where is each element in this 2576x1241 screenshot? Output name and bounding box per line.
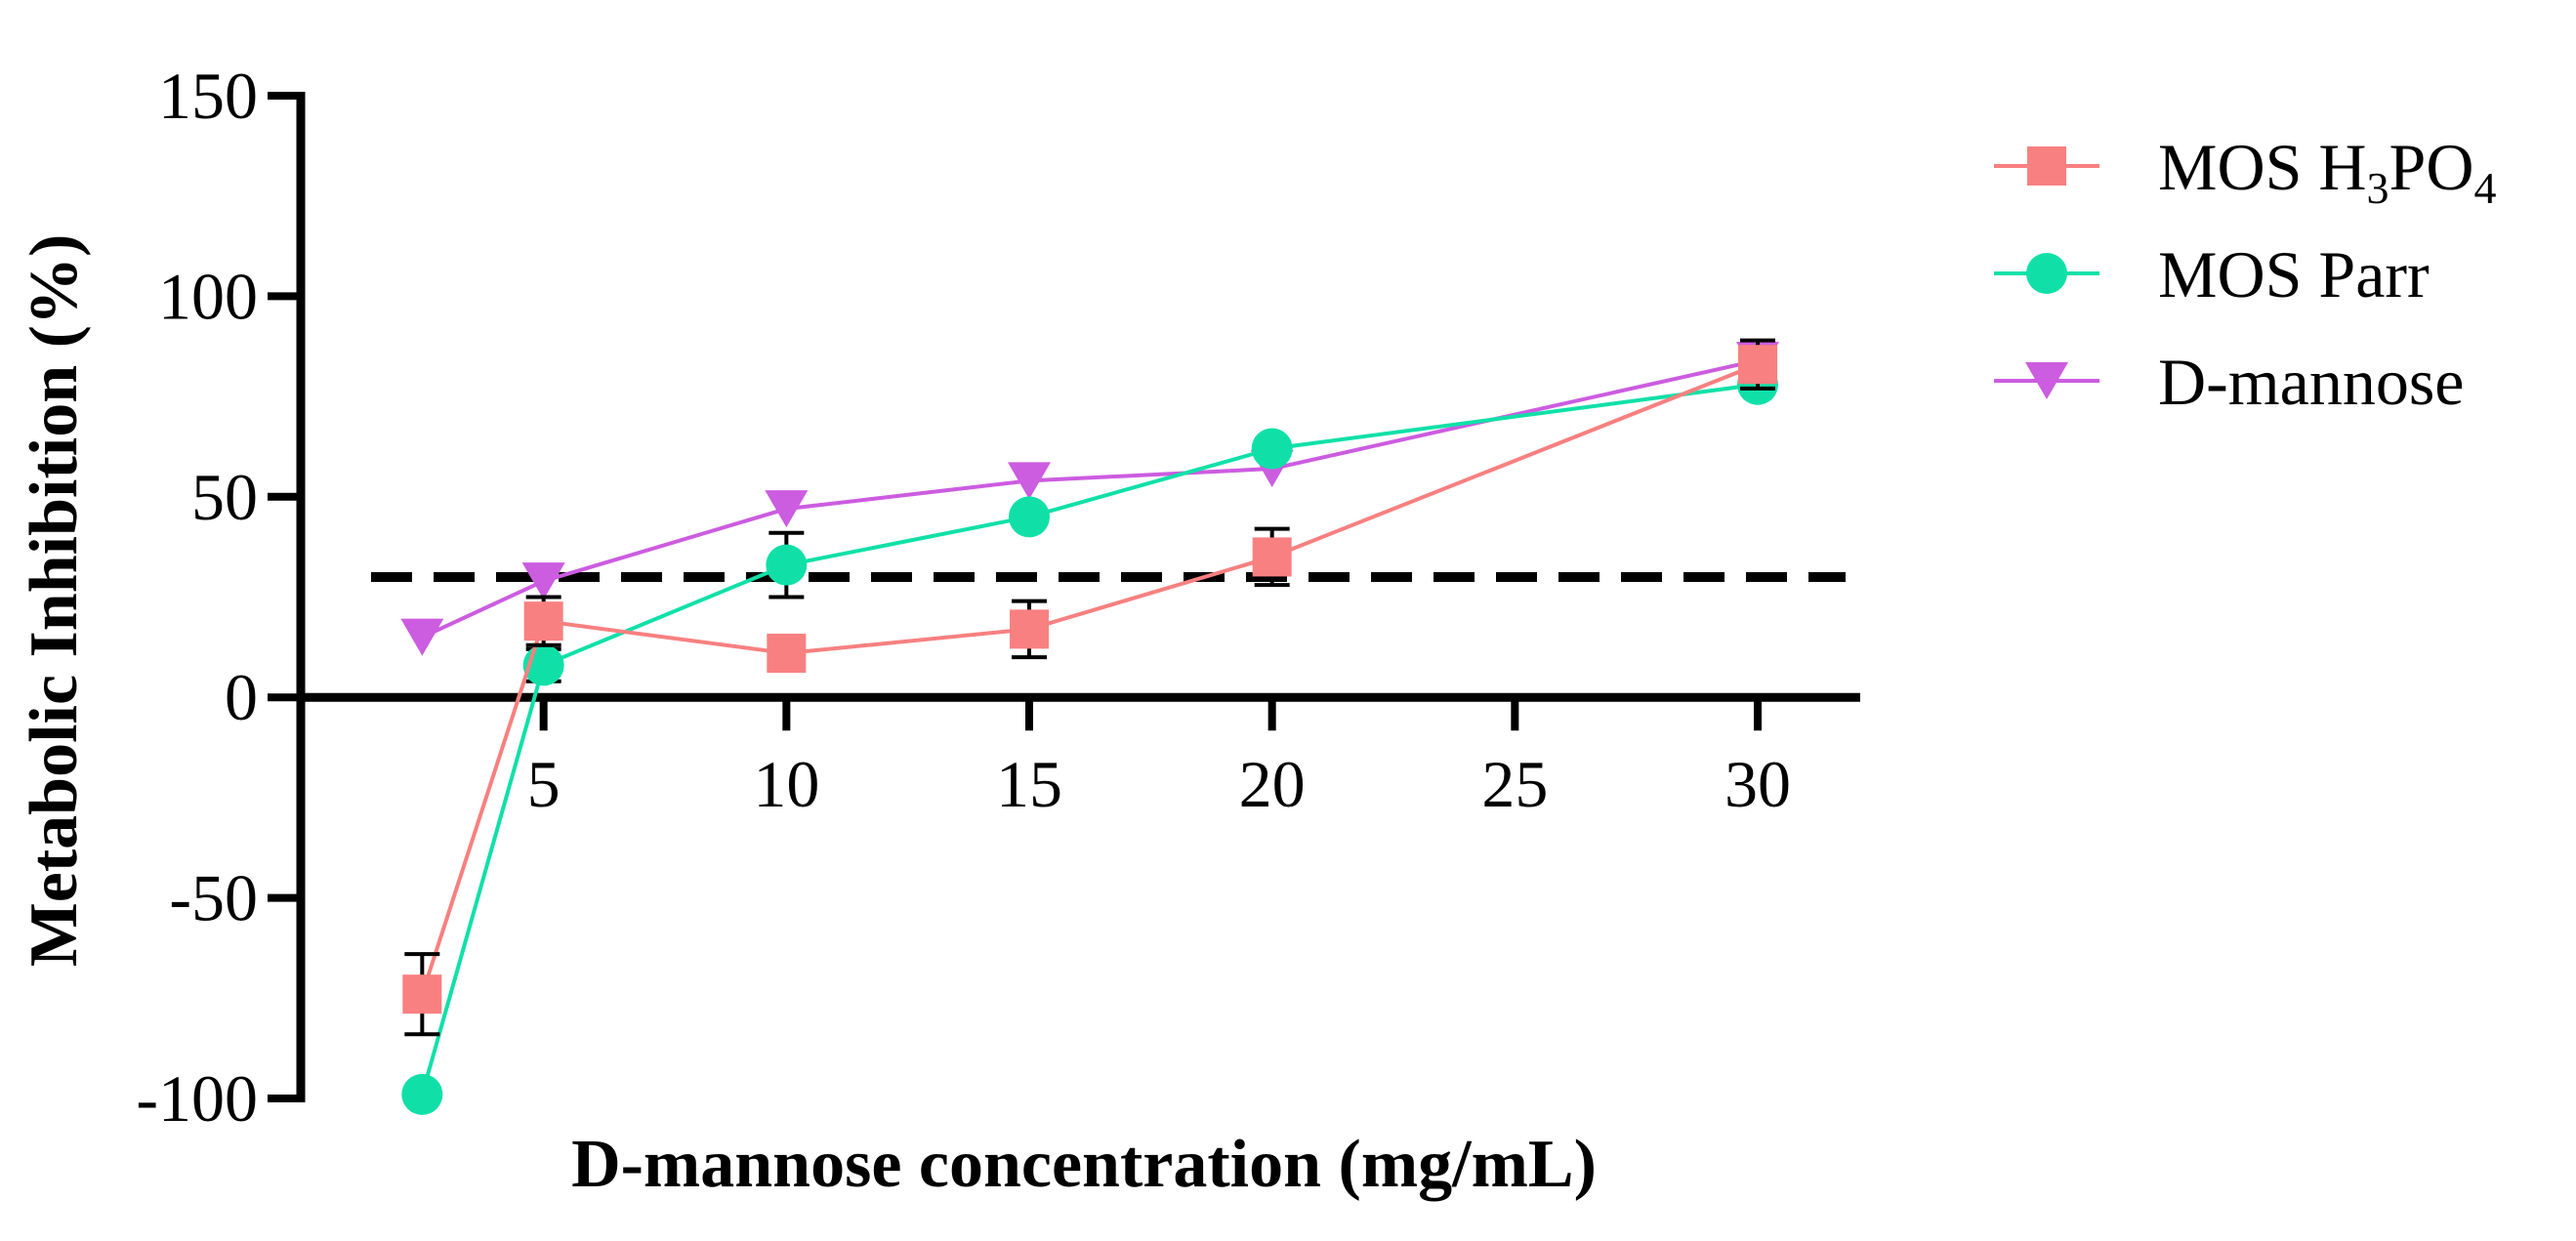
data-point bbox=[1009, 496, 1050, 538]
series-line bbox=[420, 362, 1759, 995]
x-axis-title: D-mannose concentration (mg/mL) bbox=[571, 1127, 1597, 1202]
legend-label: D-mannose bbox=[2158, 345, 2464, 419]
legend-subscript: 3 bbox=[2367, 163, 2389, 213]
x-tick-label: 30 bbox=[1724, 747, 1791, 821]
legend-entry: MOS H3PO4 bbox=[1994, 130, 2496, 213]
data-point bbox=[1252, 537, 1292, 577]
legend-label: MOS H3PO4 bbox=[2158, 130, 2496, 213]
legend-label-mid: PO bbox=[2389, 130, 2474, 204]
series-layer bbox=[400, 338, 1779, 1115]
data-point bbox=[400, 618, 444, 656]
data-point bbox=[1738, 345, 1777, 385]
legend-marker bbox=[2025, 362, 2068, 399]
y-tick-label: 150 bbox=[158, 59, 258, 133]
y-tick-label: 0 bbox=[225, 660, 258, 734]
legend-marker bbox=[2027, 146, 2066, 186]
data-point bbox=[1008, 462, 1051, 500]
data-point bbox=[521, 562, 565, 600]
data-point bbox=[523, 601, 563, 641]
data-point bbox=[1251, 428, 1293, 470]
x-tick-label: 10 bbox=[753, 747, 819, 821]
legend-entry: MOS Parr bbox=[1994, 237, 2430, 311]
legend-marker bbox=[2026, 253, 2067, 294]
data-point bbox=[1010, 609, 1049, 649]
y-tick-label: 50 bbox=[191, 460, 258, 534]
y-tick-label: 100 bbox=[158, 259, 258, 333]
series-line bbox=[420, 382, 1759, 1096]
legend: MOS H3PO4 MOS Parr D-mannose bbox=[1994, 130, 2496, 419]
data-point bbox=[401, 1073, 443, 1115]
y-tick-label: -50 bbox=[169, 861, 258, 935]
data-point bbox=[765, 490, 809, 528]
y-axis-title: Metabolic Inhibition (%) bbox=[17, 234, 92, 968]
x-tick-label: 15 bbox=[996, 747, 1062, 821]
legend-label: MOS Parr bbox=[2158, 237, 2430, 311]
series-square bbox=[402, 338, 1777, 1037]
data-point bbox=[767, 634, 807, 674]
x-tick-label: 25 bbox=[1481, 747, 1548, 821]
data-point bbox=[402, 974, 442, 1014]
legend-entry: D-mannose bbox=[1994, 345, 2464, 419]
x-tick-label: 20 bbox=[1239, 747, 1306, 821]
x-tick-label: 5 bbox=[527, 747, 561, 821]
data-point bbox=[766, 544, 808, 586]
series-line bbox=[421, 358, 1759, 640]
y-tick-label: -100 bbox=[136, 1061, 258, 1136]
plot-area: -100 -50 0 50 100 150 5 10 15 20 25 30 bbox=[136, 59, 1860, 1136]
legend-subscript: 4 bbox=[2473, 163, 2496, 213]
